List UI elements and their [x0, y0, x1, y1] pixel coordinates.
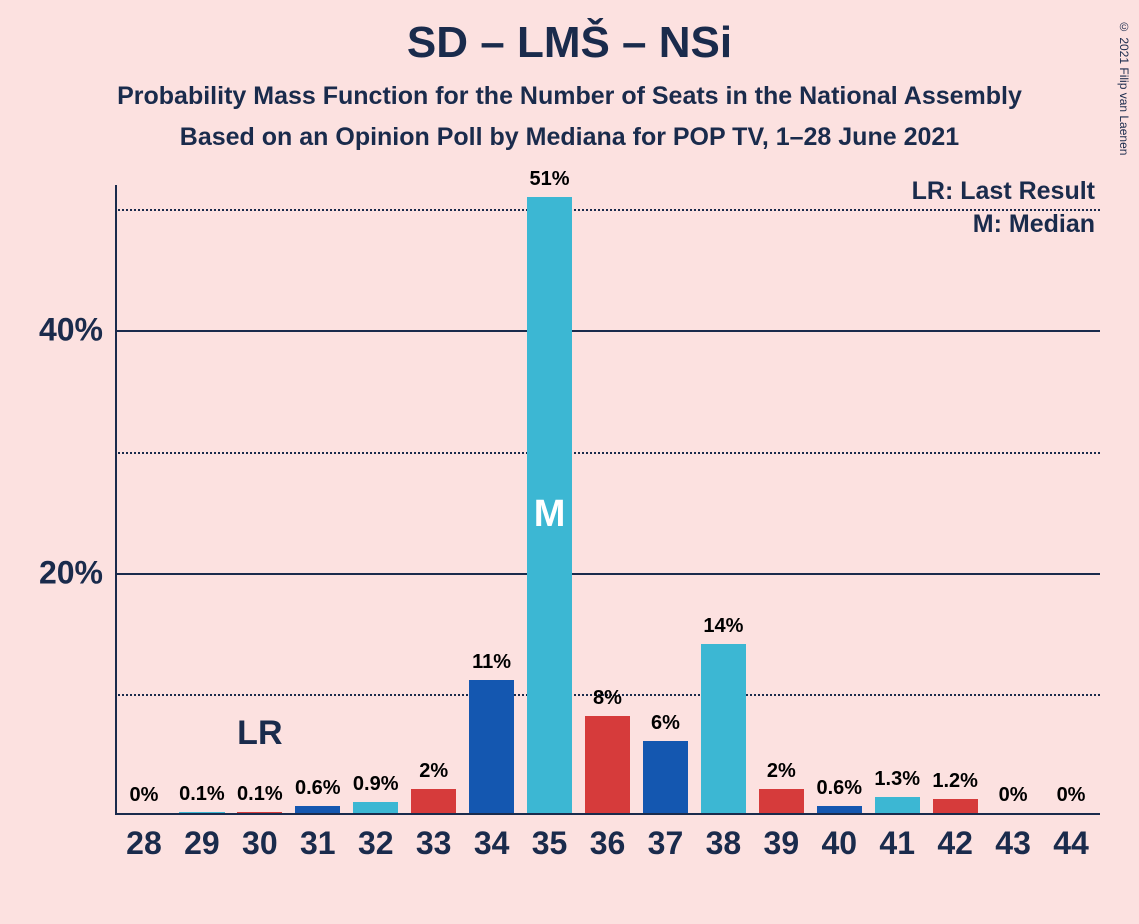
y-axis-label: 20% [39, 554, 115, 591]
x-axis-label: 32 [358, 825, 394, 862]
chart-subtitle-1: Probability Mass Function for the Number… [0, 82, 1139, 111]
bar-value-label: 11% [472, 651, 511, 674]
x-axis-label: 28 [126, 825, 162, 862]
bar: 1.2% [933, 799, 978, 813]
x-axis-label: 34 [474, 825, 510, 862]
bar-value-label: 1.2% [932, 770, 978, 793]
bar-value-label: 0.9% [353, 773, 399, 796]
copyright-text: © 2021 Filip van Laenen [1117, 20, 1131, 155]
bar-value-label: 0% [1057, 784, 1086, 807]
bar-value-label: 0% [130, 784, 159, 807]
bar: 0.6% [817, 806, 862, 813]
chart-subtitle-2: Based on an Opinion Poll by Mediana for … [0, 123, 1139, 152]
median-marker: M [534, 493, 566, 536]
bar-value-label: 6% [651, 712, 680, 735]
x-axis-label: 42 [937, 825, 973, 862]
x-axis-label: 29 [184, 825, 220, 862]
bar-value-label: 14% [703, 615, 743, 638]
x-axis-label: 44 [1053, 825, 1089, 862]
bar-value-label: 0.1% [179, 783, 225, 806]
x-axis-labels: 28 29 30 31 32 33 34 35 36 37 38 39 40 41 42 43 44 [115, 815, 1100, 875]
bar-value-label: 51% [530, 168, 570, 191]
x-axis-label: 38 [706, 825, 742, 862]
x-axis-label: 31 [300, 825, 336, 862]
bar: 6% [643, 741, 688, 813]
x-axis-label: 36 [590, 825, 626, 862]
bar: 1.3% [875, 797, 920, 813]
y-axis-label: 40% [39, 312, 115, 349]
x-axis-label: 41 [879, 825, 915, 862]
chart-plot-area: LR: Last Result M: Median 20%40% 0%0.1%0… [115, 185, 1100, 815]
x-axis-label: 37 [648, 825, 684, 862]
bar-value-label: 0.1% [237, 783, 283, 806]
bar: 11% [469, 680, 514, 813]
bar-value-label: 2% [767, 760, 796, 783]
bar: 14% [701, 644, 746, 813]
bar-value-label: 2% [419, 760, 448, 783]
x-axis-label: 43 [995, 825, 1031, 862]
bar-value-label: 0.6% [816, 777, 862, 800]
bar: 0.9% [353, 802, 398, 813]
x-axis-label: 30 [242, 825, 278, 862]
bar: 2% [411, 789, 456, 813]
bar: 51%M [527, 197, 572, 813]
bar: 0.1% [179, 812, 224, 813]
x-axis-label: 39 [764, 825, 800, 862]
bar: 0.6% [295, 806, 340, 813]
bar: 8% [585, 716, 630, 813]
bar-value-label: 1.3% [874, 768, 920, 791]
x-axis-label: 33 [416, 825, 452, 862]
bar-value-label: 0% [999, 784, 1028, 807]
x-axis-label: 40 [821, 825, 857, 862]
bar: 0.1% [237, 812, 282, 813]
lr-marker: LR [237, 714, 282, 753]
bar-value-label: 0.6% [295, 777, 341, 800]
bar-value-label: 8% [593, 687, 622, 710]
bar: 2% [759, 789, 804, 813]
chart-title: SD – LMŠ – NSi [0, 0, 1139, 68]
x-axis-label: 35 [532, 825, 568, 862]
